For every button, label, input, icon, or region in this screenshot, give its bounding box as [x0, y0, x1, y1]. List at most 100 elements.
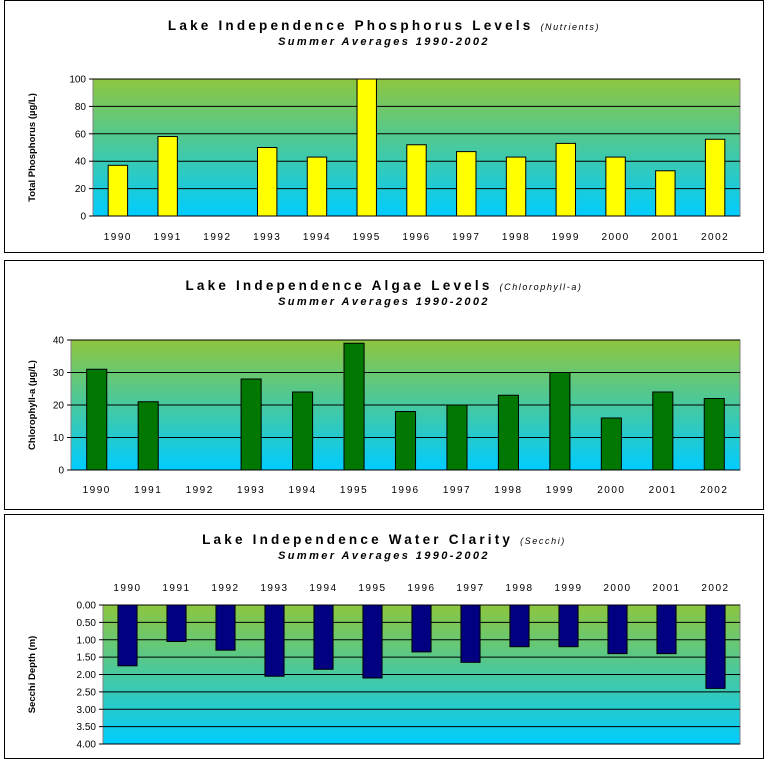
- x-tick-label: 1990: [83, 485, 111, 496]
- x-tick-label: 1997: [443, 485, 471, 496]
- y-tick-label: 60: [75, 129, 87, 140]
- secchi-bar-chart: 0.00 0.50 1.00 1.50 2.00 2.50 3.00 3.50 4.00 1990…: [27, 583, 741, 751]
- y-tick-label: 100: [69, 75, 86, 86]
- bar: [549, 372, 571, 471]
- x-tick-label: 1999: [552, 232, 580, 243]
- y-axis-label: Secchi Depth (m): [27, 636, 38, 714]
- x-tick-label: 1992: [203, 232, 231, 243]
- bar: [446, 404, 468, 471]
- x-tick-label: 1998: [505, 583, 533, 594]
- y-tick-label: 0.50: [77, 618, 97, 629]
- bar: [256, 147, 278, 217]
- chart-title-sub: (Nutrients): [540, 22, 601, 32]
- bar: [703, 398, 725, 471]
- bar: [166, 604, 187, 642]
- y-tick-label: 80: [75, 102, 87, 113]
- bar: [394, 411, 417, 471]
- chart-title-sub: (Secchi): [520, 536, 566, 546]
- x-tick-label: 1996: [391, 485, 419, 496]
- x-tick-label: 1998: [502, 232, 530, 243]
- bar: [497, 394, 519, 471]
- bar: [362, 604, 383, 679]
- bar: [607, 604, 628, 655]
- x-tick-label: 1996: [402, 232, 430, 243]
- x-tick-label: 1997: [456, 583, 484, 594]
- y-tick-label: 0: [80, 212, 86, 223]
- x-tick-label: 1991: [134, 485, 162, 496]
- x-tick-label: 2001: [651, 232, 679, 243]
- y-tick-label: 10: [53, 433, 65, 444]
- y-tick-label: 2.50: [77, 687, 97, 698]
- x-tick-label: 2001: [652, 583, 680, 594]
- phosphorus-chart-panel: Lake Independence Phosphorus Levels (Nut…: [4, 0, 764, 253]
- bar: [137, 401, 159, 471]
- bar: [505, 156, 527, 217]
- chart-title-text: Lake Independence Water Clarity: [202, 532, 514, 547]
- bar: [306, 156, 328, 217]
- bar: [117, 604, 138, 667]
- algae-chart-panel: Lake Independence Algae Levels (Chloroph…: [4, 260, 764, 510]
- x-tick-label: 1994: [309, 583, 337, 594]
- x-tick-label: 1995: [340, 485, 368, 496]
- bar: [600, 417, 622, 471]
- chart-title: Lake Independence Algae Levels (Chloroph…: [5, 278, 763, 293]
- y-tick-label: 3.50: [77, 722, 97, 733]
- x-tick-label: 1993: [253, 232, 281, 243]
- chart-title-sub: (Chlorophyll-a): [499, 282, 583, 292]
- bar: [107, 164, 129, 217]
- bar: [656, 604, 677, 655]
- y-tick-label: 0.00: [77, 601, 97, 612]
- x-tick-label: 2000: [601, 232, 629, 243]
- chart-title: Lake Independence Phosphorus Levels (Nut…: [5, 18, 763, 33]
- y-tick-label: 1.50: [77, 653, 97, 664]
- bar: [460, 604, 481, 663]
- bar: [705, 604, 726, 689]
- chart-title-text: Lake Independence Phosphorus Levels: [167, 18, 534, 33]
- x-tick-label: 1993: [260, 583, 288, 594]
- bar: [264, 604, 285, 677]
- bar: [456, 151, 477, 217]
- x-tick-label: 1997: [452, 232, 480, 243]
- bar: [605, 156, 626, 217]
- y-tick-label: 20: [53, 401, 65, 412]
- y-tick-label: 20: [75, 184, 87, 195]
- bar: [343, 342, 365, 471]
- x-tick-label: 1995: [353, 232, 381, 243]
- chart-subtitle: Summer Averages 1990-2002: [278, 36, 490, 48]
- y-tick-label: 2.00: [77, 670, 97, 681]
- x-tick-label: 1991: [162, 583, 190, 594]
- bar: [86, 368, 108, 471]
- x-tick-label: 1995: [358, 583, 386, 594]
- x-tick-label: 1999: [554, 583, 582, 594]
- x-tick-label: 1994: [288, 485, 316, 496]
- x-tick-label: 1993: [237, 485, 265, 496]
- bar: [558, 604, 579, 648]
- x-tick-label: 2000: [597, 485, 625, 496]
- bar: [406, 144, 427, 217]
- y-tick-label: 30: [53, 368, 65, 379]
- y-axis-label: Chlorophyll-a (µg/L): [27, 360, 38, 450]
- y-tick-label: 4.00: [77, 740, 97, 751]
- phosphorus-bar-chart: 0 20 40 60 80 100 1990 1991 1992 1993 1994 1995 1996…: [27, 75, 741, 243]
- x-tick-label: 1990: [104, 232, 132, 243]
- bar: [157, 136, 178, 217]
- y-tick-label: 1.00: [77, 635, 97, 646]
- bar: [292, 391, 314, 471]
- y-axis-label: Total Phosphorus (µg/L): [27, 93, 38, 202]
- chart-title: Lake Independence Water Clarity (Secchi): [5, 532, 763, 547]
- bar: [215, 604, 236, 651]
- y-tick-label: 40: [53, 336, 65, 347]
- algae-bar-chart: 0 10 20 30 40 1990 1991 1992 1993 1994 1995 1996 199…: [27, 336, 741, 496]
- bar: [313, 604, 334, 670]
- chart-subtitle: Summer Averages 1990-2002: [278, 550, 490, 562]
- x-tick-label: 1992: [211, 583, 239, 594]
- chart-title-text: Lake Independence Algae Levels: [185, 278, 493, 293]
- bar: [555, 142, 577, 217]
- x-tick-label: 2000: [603, 583, 631, 594]
- bar: [652, 391, 674, 471]
- clarity-chart-panel: Lake Independence Water Clarity (Secchi)…: [4, 514, 764, 759]
- x-tick-label: 1991: [154, 232, 182, 243]
- y-tick-label: 0: [58, 466, 64, 477]
- y-tick-label: 40: [75, 157, 87, 168]
- bar: [356, 78, 377, 217]
